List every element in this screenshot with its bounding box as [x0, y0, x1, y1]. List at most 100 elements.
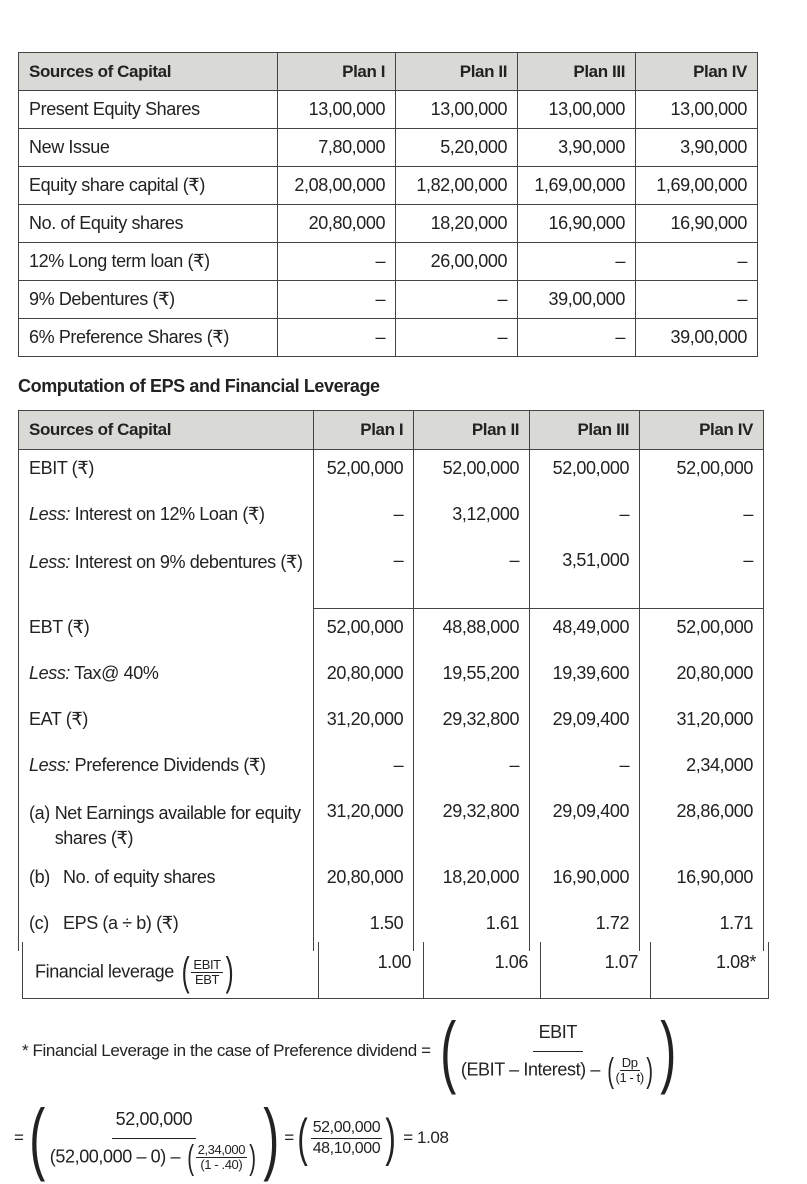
- cell-value: 52,00,000: [313, 449, 415, 496]
- cell-value: 19,55,200: [413, 655, 531, 701]
- cell-value: 31,20,000: [313, 793, 415, 859]
- cell-value: 3,51,000: [529, 542, 641, 609]
- equals-sign: =: [14, 1128, 24, 1147]
- cell-value: 52,00,000: [313, 608, 415, 655]
- cell-value: 16,90,000: [635, 204, 758, 243]
- row-label: (a) Net Earnings available for equity sha…: [17, 793, 315, 859]
- cell-value: 2,34,000: [639, 747, 764, 793]
- table-row: (c) EPS (a ÷ b) (₹) 1.50 1.61 1.72 1.71: [17, 905, 764, 951]
- table-row: (a) Net Earnings available for equity sha…: [17, 793, 764, 859]
- cell-value: 39,00,000: [517, 280, 637, 319]
- header-row: Sources of Capital Plan I Plan II Plan III P…: [17, 410, 764, 450]
- label-text: Financial leverage: [35, 961, 174, 982]
- financial-leverage-label: Financial leverage (EBIT EBT): [23, 942, 319, 998]
- column-header: Plan I: [277, 52, 397, 91]
- table-row: No. of Equity shares 20,80,000 18,20,000 16…: [17, 204, 758, 243]
- row-label: 6% Preference Shares (₹): [17, 318, 279, 357]
- cell-value: –: [313, 496, 415, 542]
- cell-value: 13,00,000: [517, 90, 637, 129]
- cell-value: 16,90,000: [529, 859, 641, 905]
- footnote-text: * Financial Leverage in the case of Pref…: [22, 1041, 431, 1060]
- cell-value: 13,00,000: [395, 90, 519, 129]
- cell-value: –: [635, 242, 758, 281]
- label-prefix: Less:: [29, 504, 71, 524]
- label-prefix: Less:: [29, 552, 71, 572]
- row-label: Equity share capital (₹): [17, 166, 279, 205]
- label-prefix: Less:: [29, 663, 71, 683]
- footnote-formula: * Financial Leverage in the case of Pref…: [22, 1006, 676, 1095]
- cell-value: 28,86,000: [639, 793, 764, 859]
- cell-value: 18,20,000: [395, 204, 519, 243]
- cell-value: –: [313, 747, 415, 793]
- label-text: EAT (₹): [29, 709, 88, 729]
- fl-plan-1: 1.00: [319, 942, 424, 998]
- row-label: Less: Interest on 12% Loan (₹): [17, 496, 315, 542]
- cell-value: –: [517, 318, 637, 357]
- cell-value: 19,39,600: [529, 655, 641, 701]
- table-row: (b) No. of equity shares 20,80,000 18,20,00…: [17, 859, 764, 905]
- cell-value: 20,80,000: [277, 204, 397, 243]
- table-row: Equity share capital (₹) 2,08,00,000 1,82,…: [17, 166, 758, 205]
- cell-value: 31,20,000: [639, 701, 764, 747]
- cell-value: 1,82,00,000: [395, 166, 519, 205]
- cell-value: 52,00,000: [529, 449, 641, 496]
- cell-value: –: [639, 542, 764, 609]
- formula-dp: Dp: [619, 1055, 640, 1071]
- cell-value: –: [529, 496, 641, 542]
- label-text: EBT (₹): [29, 616, 90, 637]
- cell-value: 2,08,00,000: [277, 166, 397, 205]
- table-row: Less: Tax@ 40% 20,80,000 19,55,200 19,39,60…: [17, 655, 764, 701]
- header-row: Sources of Capital Plan I Plan II Plan III P…: [17, 52, 758, 91]
- eps-computation-table: Sources of Capital Plan I Plan II Plan III P…: [17, 410, 764, 951]
- frac-num: EBIT: [191, 957, 223, 973]
- column-header: Plan III: [517, 52, 637, 91]
- column-header: Plan II: [413, 410, 531, 450]
- row-label: Less: Preference Dividends (₹): [17, 747, 315, 793]
- section-title: Computation of EPS and Financial Leverag…: [18, 376, 380, 396]
- cell-value: 52,00,000: [413, 449, 531, 496]
- label-text: No. of equity shares: [63, 867, 216, 887]
- cell-value: 20,80,000: [639, 655, 764, 701]
- row-label: (b) No. of equity shares: [17, 859, 315, 905]
- footnote-calculation: = ( 52,00,000 (52,00,000 – 0) – (2,34,00…: [14, 1093, 449, 1182]
- cell-value: 7,80,000: [277, 128, 397, 167]
- table-row: Present Equity Shares 13,00,000 13,00,000 1…: [17, 90, 758, 129]
- simplified-denominator: 48,10,000: [312, 1139, 381, 1157]
- simplified-numerator: 52,00,000: [310, 1118, 383, 1139]
- table-row: Less: Interest on 9% debentures (₹) – –3,5…: [17, 542, 764, 609]
- item-marker: (c): [29, 913, 49, 933]
- cell-value: –: [413, 542, 531, 609]
- table-row: 9% Debentures (₹) – –39,00,000–: [17, 280, 758, 319]
- calc-tax: (1 - .40): [200, 1157, 243, 1172]
- label-text: EPS (a ÷ b) (₹): [63, 913, 179, 933]
- label-text: Tax@ 40%: [70, 663, 159, 683]
- cell-value: 3,90,000: [635, 128, 758, 167]
- label-text: Interest on 9% debentures (₹): [70, 552, 303, 572]
- label-prefix: Less:: [29, 755, 71, 775]
- item-marker: (a): [29, 803, 50, 823]
- row-label: New Issue: [17, 128, 279, 167]
- financial-leverage-row: Financial leverage (EBIT EBT) 1.00 1.06 1…: [22, 942, 769, 999]
- cell-value: –: [529, 747, 641, 793]
- cell-value: 31,20,000: [313, 701, 415, 747]
- fl-plan-3: 1.07: [541, 942, 651, 998]
- table-row: EBT (₹) 52,00,000 48,88,000 48,49,000 52,00,…: [17, 608, 764, 655]
- row-label: No. of Equity shares: [17, 204, 279, 243]
- cell-value: 20,80,000: [313, 655, 415, 701]
- cell-value: 29,09,400: [529, 793, 641, 859]
- cell-value: –: [277, 318, 397, 357]
- row-label: (c) EPS (a ÷ b) (₹): [17, 905, 315, 951]
- cell-value: 29,32,800: [413, 701, 531, 747]
- equals-sign: =: [284, 1128, 294, 1147]
- cell-value: 1,69,00,000: [635, 166, 758, 205]
- row-label: EBT (₹): [17, 608, 315, 655]
- row-label: Less: Tax@ 40%: [17, 655, 315, 701]
- table-row: 12% Long term loan (₹) –26,00,000– –: [17, 242, 758, 281]
- table-row: EBIT (₹) 52,00,000 52,00,000 52,00,000 52,00…: [17, 449, 764, 496]
- item-marker: (b): [29, 867, 50, 887]
- capital-structure-table: Sources of Capital Plan I Plan II Plan III P…: [17, 52, 758, 357]
- formula-t: (1 - t): [615, 1070, 645, 1085]
- cell-value: 1.72: [529, 905, 641, 951]
- cell-value: 13,00,000: [635, 90, 758, 129]
- row-label: Less: Interest on 9% debentures (₹): [17, 542, 315, 609]
